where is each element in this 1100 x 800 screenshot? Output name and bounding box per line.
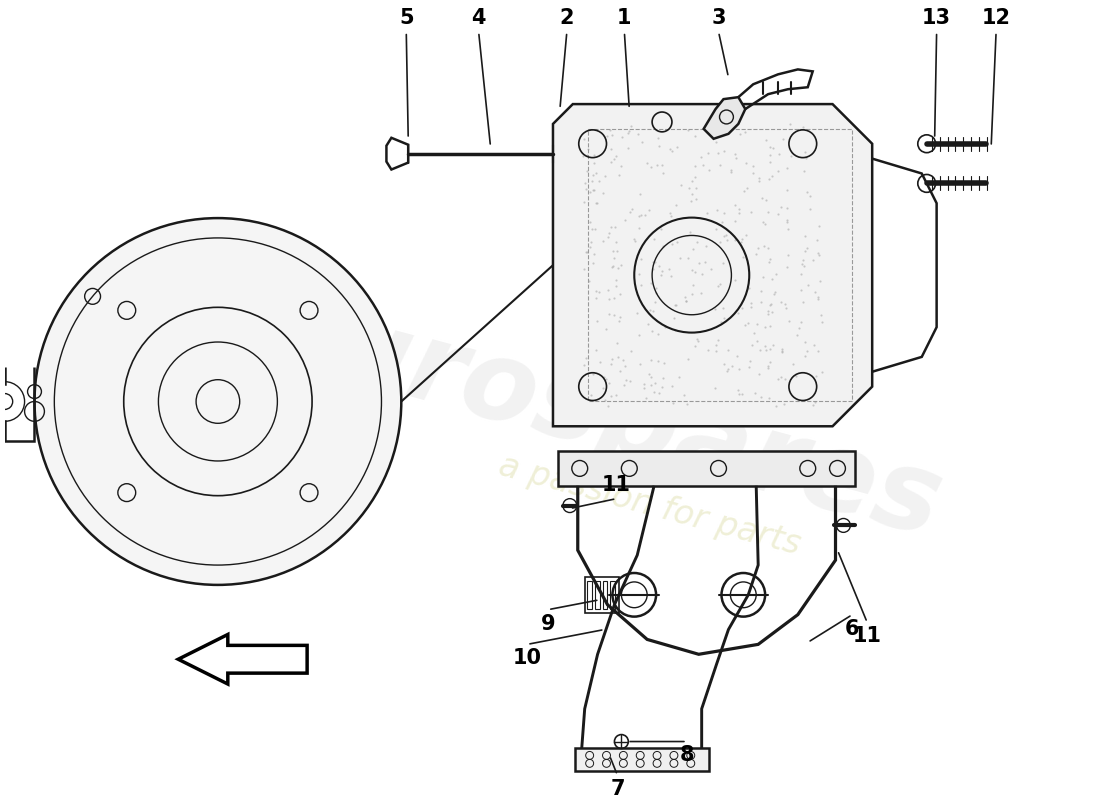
Text: 13: 13 — [922, 8, 952, 28]
Text: a passion for parts: a passion for parts — [495, 450, 804, 562]
Circle shape — [34, 218, 402, 585]
Text: 3: 3 — [712, 8, 726, 28]
Text: 8: 8 — [680, 746, 694, 766]
Text: 6: 6 — [845, 618, 859, 638]
Text: 10: 10 — [513, 648, 541, 668]
Text: 11: 11 — [852, 626, 882, 646]
Text: 9: 9 — [541, 614, 556, 634]
Text: Eurospares: Eurospares — [246, 274, 953, 559]
Text: 12: 12 — [981, 8, 1011, 28]
Text: 7: 7 — [610, 779, 625, 799]
Polygon shape — [558, 451, 856, 486]
Text: 5: 5 — [399, 8, 414, 28]
Text: 2: 2 — [560, 8, 574, 28]
Polygon shape — [553, 104, 872, 426]
Text: 1: 1 — [617, 8, 631, 28]
Text: 11: 11 — [602, 474, 631, 494]
Text: 4: 4 — [472, 8, 486, 28]
Polygon shape — [178, 634, 307, 684]
Polygon shape — [575, 749, 708, 771]
Polygon shape — [704, 97, 746, 138]
